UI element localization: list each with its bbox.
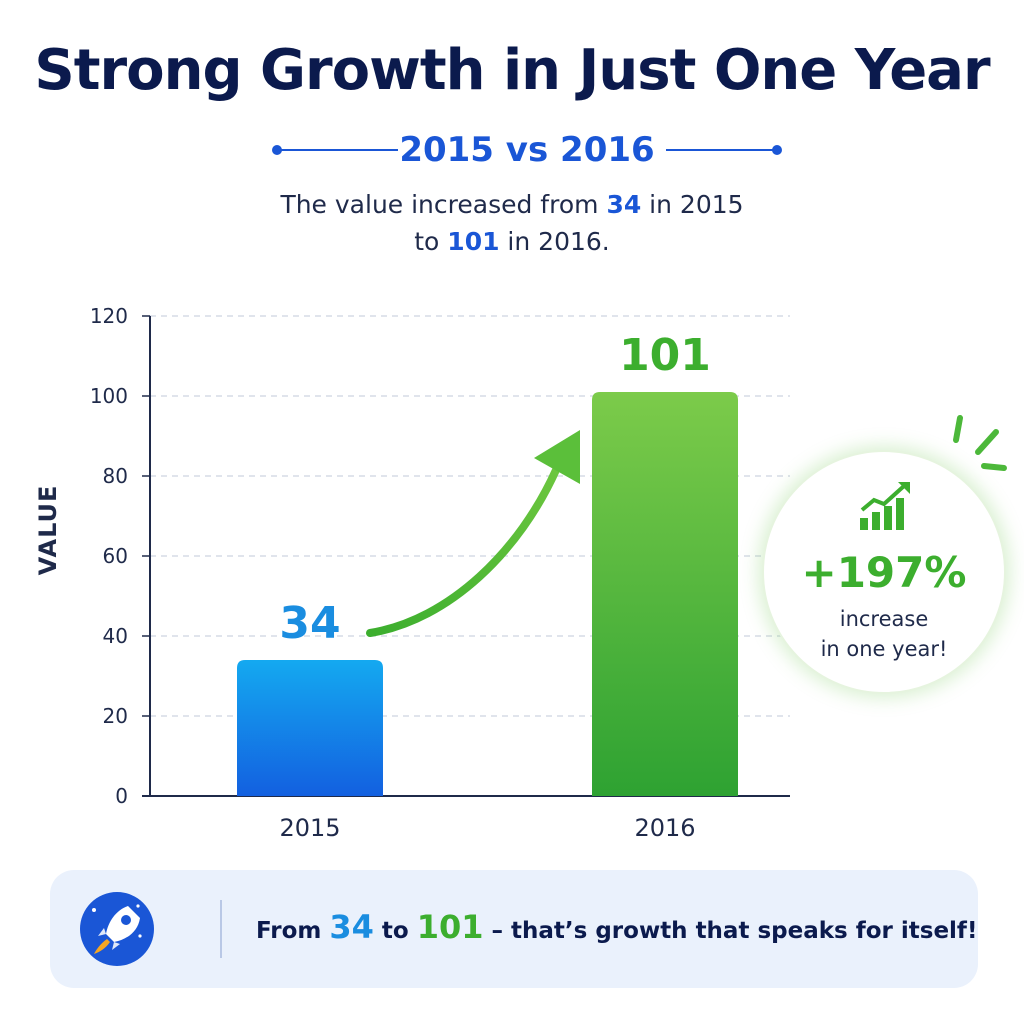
rocket-icon: [80, 892, 154, 966]
growth-arrow-curve: [366, 466, 560, 637]
y-tick-label-100: 100: [90, 384, 128, 408]
growth-caption-line-2: in one year!: [820, 637, 948, 661]
decorative-line-right: [666, 149, 776, 151]
growth-arrow: [366, 430, 580, 637]
subtitle: 2015 vs 2016: [399, 130, 655, 170]
y-tick-label-60: 60: [103, 544, 128, 568]
description-text-4: in 2016.: [499, 227, 610, 256]
decorative-dot-right: [772, 145, 782, 155]
sparkle-icon: [953, 415, 1007, 471]
x-tick-label-2016: 2016: [634, 814, 695, 842]
data-label-2015: 34: [279, 598, 340, 649]
decorative-line-left: [278, 149, 398, 151]
y-axis-label: VALUE: [34, 485, 62, 576]
description-text-2: in 2015: [641, 190, 744, 219]
banner-value-start: 34: [329, 908, 374, 946]
banner-text-rest: – that’s growth that speaks for itself!: [483, 918, 978, 944]
x-tick-label-2015: 2015: [279, 814, 340, 842]
decorative-dot-left: [272, 145, 282, 155]
y-tick-label-80: 80: [103, 464, 128, 488]
y-tick-label-120: 120: [90, 304, 128, 328]
y-tick-label-0: 0: [115, 784, 128, 808]
banner-message: From 34 to 101 – that’s growth that spea…: [256, 908, 977, 946]
banner-divider: [220, 900, 222, 958]
page-title: Strong Growth in Just One Year: [34, 38, 990, 103]
summary-banner: From 34 to 101 – that’s growth that spea…: [50, 870, 978, 988]
description-value-2016: 101: [447, 227, 500, 256]
description-value-2015: 34: [606, 190, 642, 219]
data-label-2016: 101: [619, 330, 711, 381]
y-tick-label-40: 40: [103, 624, 128, 648]
growth-arrow-head: [534, 430, 580, 484]
subtitle-row: 2015 vs 2016: [270, 128, 784, 172]
banner-value-end: 101: [416, 908, 484, 946]
banner-text-from: From: [256, 918, 330, 944]
bar-2016: [592, 392, 738, 796]
y-tick-label-20: 20: [103, 704, 128, 728]
growth-badge: +197% increase in one year!: [762, 450, 1006, 694]
description-text-3: to: [414, 227, 448, 256]
labels: 34 2015 101 2016: [279, 330, 711, 842]
growth-caption-line-1: increase: [839, 607, 929, 631]
growth-caption: increase in one year!: [764, 604, 1004, 664]
growth-chart-icon: [860, 482, 910, 530]
description: The value increased from 34 in 2015 to 1…: [262, 186, 762, 260]
axes: 0 20 40 60 80 100 120: [90, 304, 790, 808]
growth-percent: +197%: [801, 548, 967, 597]
description-text-1: The value increased from: [280, 190, 607, 219]
banner-text-to: to: [373, 918, 417, 944]
bars: [237, 392, 738, 796]
bar-chart: 0 20 40 60 80 100 120 34 2015 101 2016 VALUE: [34, 304, 790, 842]
bar-2015: [237, 660, 383, 796]
